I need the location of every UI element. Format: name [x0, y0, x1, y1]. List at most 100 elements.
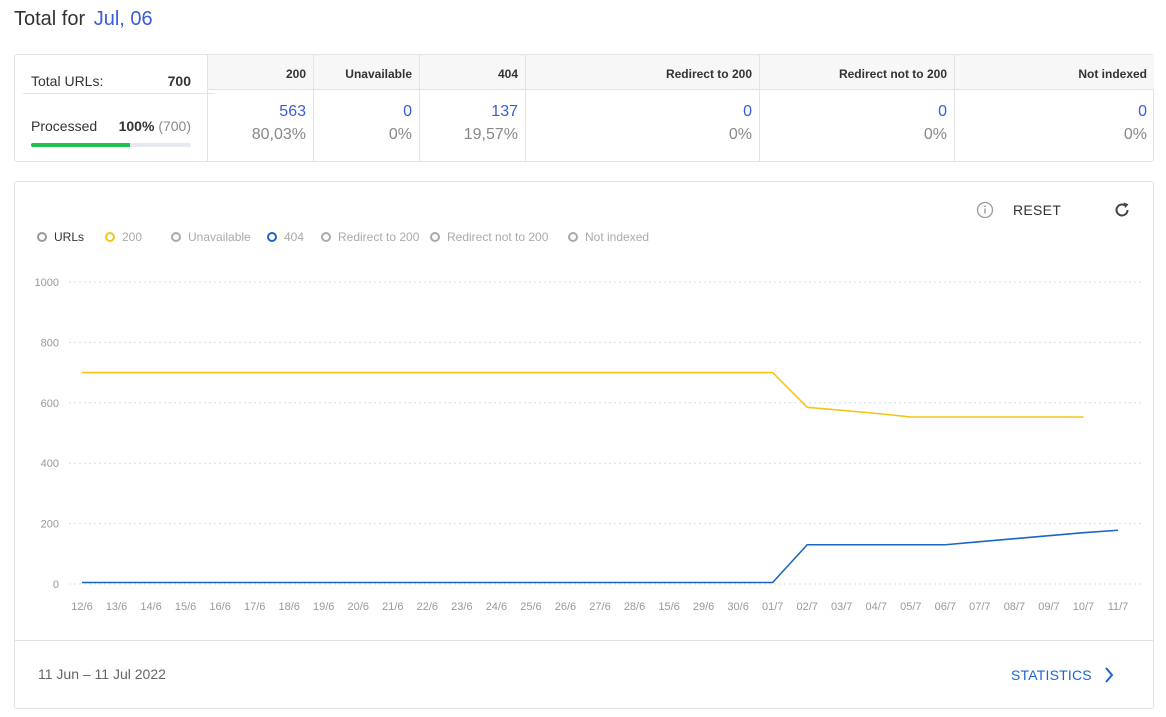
chart-legend: URLs 200 Unavailable 404 Redirect to 200 Redi…: [37, 230, 658, 244]
statistics-label: STATISTICS: [1011, 667, 1092, 683]
legend-marker: [321, 232, 331, 242]
column-count[interactable]: 0: [403, 103, 412, 120]
legend-marker: [568, 232, 578, 242]
x-tick-label: 03/7: [831, 601, 852, 613]
x-tick-label: 16/6: [209, 601, 230, 613]
legend-label: Redirect not to 200: [447, 230, 549, 244]
x-tick-label: 11/7: [1108, 601, 1129, 613]
x-tick-label: 21/6: [382, 601, 403, 613]
column-count[interactable]: 0: [1138, 103, 1147, 120]
legend-marker: [105, 232, 115, 242]
title-date[interactable]: Jul, 06: [93, 8, 153, 30]
legend-item[interactable]: 200: [105, 230, 171, 244]
column-count[interactable]: 137: [491, 103, 518, 120]
legend-label: 404: [284, 230, 305, 244]
column-count[interactable]: 0: [938, 103, 947, 120]
x-tick-label: 27/6: [589, 601, 610, 613]
legend-item[interactable]: URLs: [37, 230, 105, 244]
x-tick-label: 22/6: [417, 601, 438, 613]
y-tick-label: 1000: [35, 277, 59, 289]
legend-marker: [267, 232, 277, 242]
processed-count: (700): [158, 118, 191, 134]
legend-label: 200: [122, 230, 143, 244]
column-header: 200: [208, 55, 313, 90]
summary-column: 404 137 19,57%: [419, 55, 525, 161]
legend-item[interactable]: 404: [267, 230, 321, 244]
column-header: Redirect not to 200: [760, 55, 954, 90]
legend-item[interactable]: Redirect not to 200: [430, 230, 568, 244]
y-tick-label: 800: [41, 337, 59, 349]
column-percent: 0%: [923, 126, 947, 143]
x-tick-label: 15/6: [175, 601, 196, 613]
x-tick-label: 01/7: [762, 601, 783, 613]
legend-label: Not indexed: [585, 230, 650, 244]
y-tick-label: 0: [53, 579, 59, 591]
info-icon[interactable]: [976, 201, 994, 219]
x-tick-label: 19/6: [313, 601, 334, 613]
summary-panel: Total URLs: 700 Processed 100% (700) 200…: [14, 54, 1154, 162]
series-line-200: [82, 371, 1084, 418]
x-tick-label: 09/7: [1038, 601, 1059, 613]
line-chart: 0 200 400 600 800 1000 12/6 13/6 14/6 15/6 16/6 17/…: [35, 277, 1141, 613]
column-count[interactable]: 563: [279, 103, 306, 120]
column-percent: 0%: [388, 126, 412, 143]
processed-progress-bar: [31, 143, 191, 147]
x-tick-label: 23/6: [451, 601, 472, 613]
x-tick-label: 29/6: [693, 601, 714, 613]
total-urls-label: Total URLs:: [31, 73, 104, 89]
legend-item[interactable]: Redirect to 200: [321, 230, 430, 244]
statistics-button[interactable]: STATISTICS: [1011, 666, 1114, 684]
series-line-404: [82, 529, 1119, 584]
x-tick-label: 25/6: [520, 601, 541, 613]
legend-marker: [430, 232, 440, 242]
title-prefix: Total for: [14, 8, 86, 30]
x-tick-label: 15/6: [658, 601, 679, 613]
date-range: 11 Jun – 11 Jul 2022: [38, 666, 166, 682]
column-header: Not indexed: [955, 55, 1154, 90]
legend-label: Unavailable: [188, 230, 251, 244]
x-tick-label: 24/6: [486, 601, 507, 613]
column-header: Unavailable: [314, 55, 419, 90]
x-tick-label: 18/6: [278, 601, 299, 613]
y-tick-label: 600: [41, 398, 59, 410]
progress-fill: [31, 143, 131, 147]
summary-column: Not indexed 0 0%: [954, 55, 1154, 161]
y-tick-label: 400: [41, 458, 59, 470]
column-percent: 0%: [728, 126, 752, 143]
x-tick-label: 04/7: [866, 601, 887, 613]
refresh-icon[interactable]: [1112, 200, 1132, 220]
x-tick-label: 14/6: [140, 601, 161, 613]
legend-item[interactable]: Unavailable: [171, 230, 267, 244]
x-tick-label: 08/7: [1004, 601, 1025, 613]
x-tick-label: 12/6: [71, 601, 92, 613]
x-tick-label: 28/6: [624, 601, 645, 613]
legend-label: URLs: [54, 230, 85, 244]
x-tick-label: 13/6: [106, 601, 127, 613]
x-tick-label: 05/7: [900, 601, 921, 613]
legend-item[interactable]: Not indexed: [568, 230, 658, 244]
column-percent: 80,03%: [251, 126, 306, 143]
column-header: 404: [420, 55, 525, 90]
total-urls-row: Total URLs: 700: [31, 73, 191, 89]
footer-divider: [15, 640, 1153, 641]
summary-column: Unavailable 0 0%: [313, 55, 419, 161]
chevron-right-icon: [1105, 667, 1114, 683]
x-tick-label: 07/7: [969, 601, 990, 613]
summary-left: Total URLs: 700 Processed 100% (700): [15, 55, 215, 161]
chart-card: RESET URLs 200 Unavailable 404 Redirect to 2…: [14, 181, 1154, 709]
processed-value: 100%: [118, 118, 155, 134]
summary-column: Redirect not to 200 0 0%: [759, 55, 954, 161]
summary-column: Redirect to 200 0 0%: [525, 55, 759, 161]
column-count[interactable]: 0: [743, 103, 752, 120]
legend-label: Redirect to 200: [338, 230, 420, 244]
x-tick-label: 30/6: [727, 601, 748, 613]
processed-row: Processed 100% (700): [31, 118, 191, 134]
reset-button[interactable]: RESET: [1013, 202, 1062, 218]
column-header: Redirect to 200: [526, 55, 759, 90]
legend-marker: [171, 232, 181, 242]
x-tick-label: 10/7: [1073, 601, 1094, 613]
divider: [23, 93, 215, 94]
x-tick-label: 17/6: [244, 601, 265, 613]
summary-column: 200 563 80,03%: [207, 55, 313, 161]
page-title: Total for Jul, 06: [14, 8, 153, 31]
